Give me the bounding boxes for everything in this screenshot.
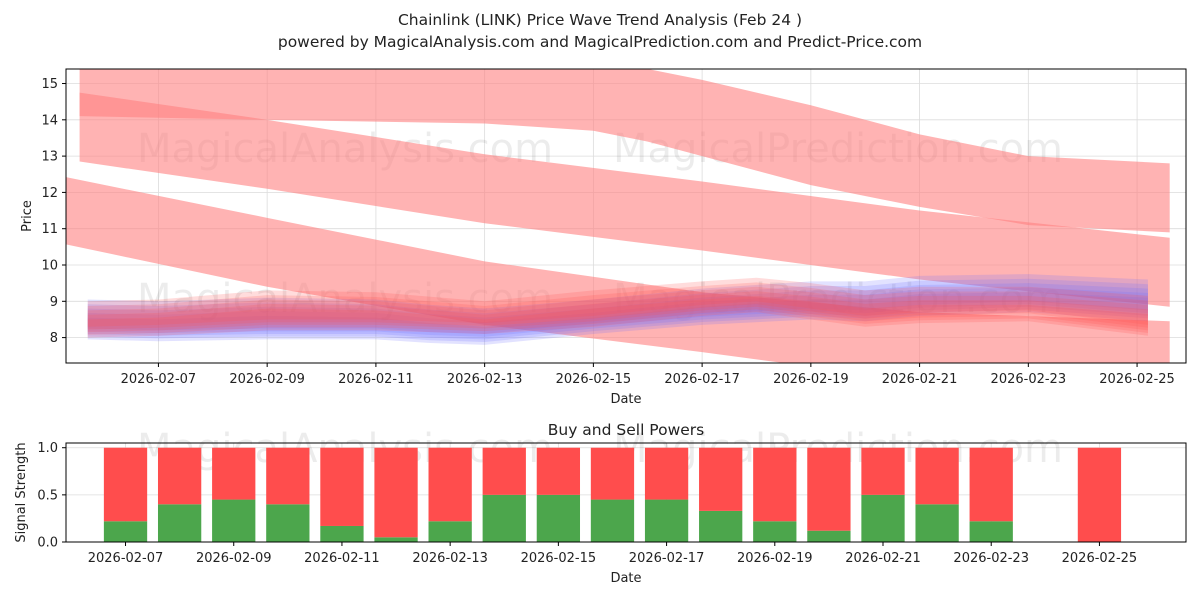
power-x-tick-label: 2026-02-21 [845, 551, 921, 566]
sell-bar [266, 447, 310, 505]
power-x-tick-label: 2026-02-25 [1062, 551, 1138, 566]
buy-bar [482, 494, 526, 542]
power-x-tick-label: 2026-02-23 [953, 551, 1029, 566]
price-x-tick-label: 2026-02-19 [773, 372, 849, 387]
wave-band [87, 295, 1148, 338]
sell-bar [374, 447, 418, 538]
buy-bar [536, 494, 581, 542]
buy-sell-title: Buy and Sell Powers [548, 421, 705, 439]
power-x-axis-label: Date [610, 571, 641, 586]
price-x-tick-label: 2026-02-07 [121, 372, 197, 387]
wave-band [79, 92, 1170, 307]
price-x-tick-label: 2026-02-13 [447, 372, 523, 387]
sell-bar [536, 447, 581, 495]
buy-bar [861, 494, 905, 542]
power-y-tick-label: 0.0 [37, 536, 58, 551]
wave-band [87, 286, 1148, 333]
power-y-axis-label: Signal Strength [14, 442, 29, 542]
power-x-tick-label: 2026-02-17 [629, 551, 705, 566]
buy-sell-chart: Buy and Sell PowersMagicalAnalysis.comMa… [14, 421, 1187, 586]
price-chart: MagicalAnalysis.comMagicalPrediction.com… [20, 68, 1187, 407]
power-x-tick-label: 2026-02-09 [196, 551, 272, 566]
sell-bar [699, 447, 743, 511]
wave-band [87, 277, 1148, 327]
sell-bar [753, 447, 797, 522]
wave-band [87, 291, 1148, 335]
buy-bar [644, 499, 689, 542]
wave-band [87, 287, 1148, 343]
buy-bar [915, 504, 959, 542]
price-x-tick-label: 2026-02-15 [556, 372, 632, 387]
price-y-axis-label: Price [20, 200, 35, 232]
chart-title: Chainlink (LINK) Price Wave Trend Analys… [398, 11, 802, 29]
price-x-tick-label: 2026-02-17 [664, 372, 740, 387]
buy-bar [157, 504, 202, 542]
power-x-tick-label: 2026-02-11 [304, 551, 380, 566]
price-x-tick-label: 2026-02-25 [1099, 372, 1175, 387]
buy-bar [212, 499, 256, 542]
buy-bar [969, 521, 1013, 542]
chart-subtitle: powered by MagicalAnalysis.com and Magic… [278, 33, 922, 51]
sell-bar [644, 447, 689, 500]
wave-band [87, 278, 1148, 337]
price-y-tick-label: 9 [50, 295, 58, 310]
buy-bar [590, 499, 635, 542]
sell-bar [428, 447, 472, 522]
price-y-tick-label: 13 [41, 150, 58, 165]
buy-bar [699, 510, 743, 542]
buy-bar [807, 530, 851, 542]
wave-band [87, 274, 1148, 334]
wave-band [87, 292, 1148, 345]
sell-bar [590, 447, 635, 500]
sell-bar [969, 447, 1013, 522]
sell-bar [482, 447, 526, 495]
price-y-tick-label: 12 [41, 186, 58, 201]
wave-band [87, 282, 1148, 330]
price-x-tick-label: 2026-02-21 [882, 372, 958, 387]
power-plot-frame [65, 442, 1187, 543]
buy-bar [753, 521, 797, 542]
price-plot-frame [65, 68, 1187, 364]
sell-bar [320, 447, 364, 526]
power-y-tick-label: 0.5 [37, 488, 58, 503]
sell-bar [915, 447, 959, 505]
sell-bar [212, 447, 256, 500]
sell-bar [157, 447, 202, 505]
price-x-tick-label: 2026-02-11 [338, 372, 414, 387]
power-x-tick-label: 2026-02-15 [521, 551, 597, 566]
sell-bar [861, 447, 905, 495]
price-x-tick-label: 2026-02-23 [991, 372, 1067, 387]
power-x-tick-label: 2026-02-19 [737, 551, 813, 566]
sell-bar [1077, 447, 1122, 542]
power-x-tick-label: 2026-02-07 [88, 551, 164, 566]
price-y-tick-label: 8 [50, 331, 58, 346]
wave-band [79, 69, 1170, 233]
wave-band [66, 177, 1170, 363]
buy-bar [428, 521, 472, 542]
price-y-tick-label: 15 [41, 77, 58, 92]
sell-bar [807, 447, 851, 531]
power-x-tick-label: 2026-02-13 [412, 551, 488, 566]
price-y-tick-label: 11 [41, 222, 58, 237]
price-x-tick-label: 2026-02-09 [229, 372, 305, 387]
price-y-tick-label: 14 [41, 113, 58, 128]
power-y-tick-label: 1.0 [37, 441, 58, 456]
buy-bar [103, 521, 148, 542]
buy-bar [320, 525, 364, 542]
sell-bar [103, 447, 148, 522]
price-x-axis-label: Date [610, 392, 641, 407]
wave-bands [66, 69, 1170, 363]
buy-bar [266, 504, 310, 542]
price-y-tick-label: 10 [41, 259, 58, 274]
wave-band [87, 283, 1148, 340]
buy-bar [374, 537, 418, 542]
